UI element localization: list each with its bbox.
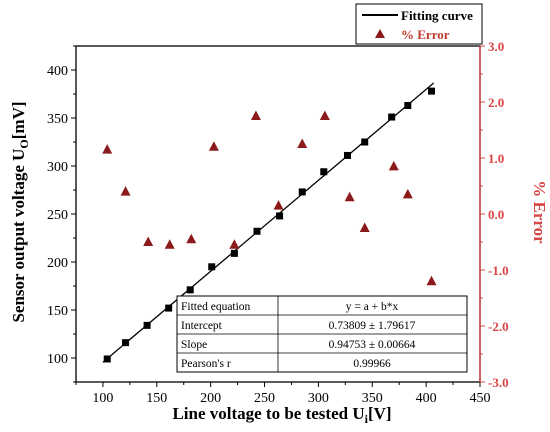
y2-tick-label: 1.0 [488, 151, 504, 166]
sensor-point [122, 339, 130, 347]
y2-tick-label: 2.0 [488, 95, 504, 110]
error-point [143, 236, 154, 246]
table-row-value: 0.94753 ± 0.00664 [329, 339, 416, 351]
x-axis-title-unit: [V] [368, 404, 392, 423]
y2-axis-title: % Error [530, 180, 549, 244]
x-axis: 100 150 200 250 300 350 400 450 [75, 382, 491, 406]
x-tick-label: 400 [416, 391, 437, 406]
y-tick-label: 350 [47, 112, 68, 127]
sensor-point [230, 249, 238, 257]
y-axis-right: 3.0 2.0 1.0 0.0 -1.0 -2.0 -3.0 [479, 39, 509, 390]
sensor-point [404, 102, 412, 110]
x-axis-title: Line voltage to be tested Ui[V] [172, 404, 391, 426]
error-point [102, 144, 113, 154]
sensor-point [253, 227, 261, 235]
sensor-point [276, 212, 284, 220]
sensor-point [428, 87, 436, 95]
table-row-label: Pearson's r [181, 358, 231, 370]
error-point [164, 239, 175, 249]
table-row-label: Intercept [181, 320, 223, 332]
legend-error-label: % Error [401, 27, 450, 42]
error-point [388, 160, 399, 171]
error-point [297, 138, 308, 148]
y-tick-label: 200 [47, 256, 68, 271]
y-axis-title: Sensor output voltage UO[mV] [9, 101, 31, 322]
sensor-point [388, 113, 396, 121]
error-point [359, 222, 370, 232]
error-point [319, 110, 330, 120]
sensor-point [343, 151, 351, 159]
y-axis-left: 100 150 200 250 300 350 400 [47, 45, 76, 383]
sensor-point [208, 263, 216, 271]
x-tick-label: 350 [362, 391, 383, 406]
error-markers [102, 110, 437, 286]
table-row-value: 0.73809 ± 1.79617 [329, 320, 416, 332]
error-point [344, 191, 355, 202]
sensor-point [143, 321, 151, 329]
table-row-label: Fitted equation [181, 301, 251, 313]
x-tick-label: 200 [200, 391, 221, 406]
table-row-value: y = a + b*x [346, 301, 399, 313]
sensor-point [298, 188, 306, 196]
y2-tick-label: 3.0 [488, 39, 504, 54]
y-tick-label: 150 [47, 304, 68, 319]
sensor-point [361, 138, 369, 146]
sensor-point [165, 304, 173, 312]
table-row-value: 0.99966 [353, 358, 391, 370]
y-axis-title-sub: O [17, 139, 31, 148]
error-point [426, 275, 437, 286]
y2-tick-label: 0.0 [488, 207, 504, 222]
sensor-point [320, 168, 328, 176]
x-axis-title-sub: i [365, 412, 369, 426]
y2-tick-label: -3.0 [488, 375, 509, 390]
x-tick-label: 150 [146, 391, 167, 406]
y-tick-label: 300 [47, 160, 68, 175]
y-tick-label: 400 [47, 64, 68, 79]
y-tick-label: 250 [47, 208, 68, 223]
error-point [208, 141, 219, 151]
y2-tick-label: -2.0 [488, 319, 509, 334]
legend-error-triangle-icon [375, 29, 385, 38]
x-tick-label: 250 [254, 391, 275, 406]
y-axis-title-unit: [mV] [9, 101, 28, 139]
error-point [250, 110, 261, 120]
y-tick-label: 100 [47, 352, 68, 367]
legend: Fitting curve % Error [355, 3, 483, 45]
x-tick-label: 450 [470, 391, 491, 406]
error-point [273, 200, 284, 210]
fitting-curve-line [102, 82, 435, 363]
error-point [229, 239, 240, 249]
y2-tick-label: -1.0 [488, 263, 509, 278]
error-point [402, 188, 413, 199]
sensor-output-markers [103, 87, 436, 363]
sensor-point [103, 355, 111, 363]
error-point [186, 233, 197, 244]
stats-table: Fitted equation y = a + b*x Intercept 0.… [176, 295, 468, 373]
sensor-point [186, 286, 194, 294]
y-axis-title-main: Sensor output voltage U [9, 149, 28, 323]
x-tick-label: 300 [308, 391, 329, 406]
x-axis-title-main: Line voltage to be tested U [172, 404, 364, 423]
table-row-label: Slope [181, 339, 207, 351]
legend-fit-label: Fitting curve [401, 8, 473, 23]
error-point [120, 186, 131, 196]
x-tick-label: 100 [92, 391, 113, 406]
